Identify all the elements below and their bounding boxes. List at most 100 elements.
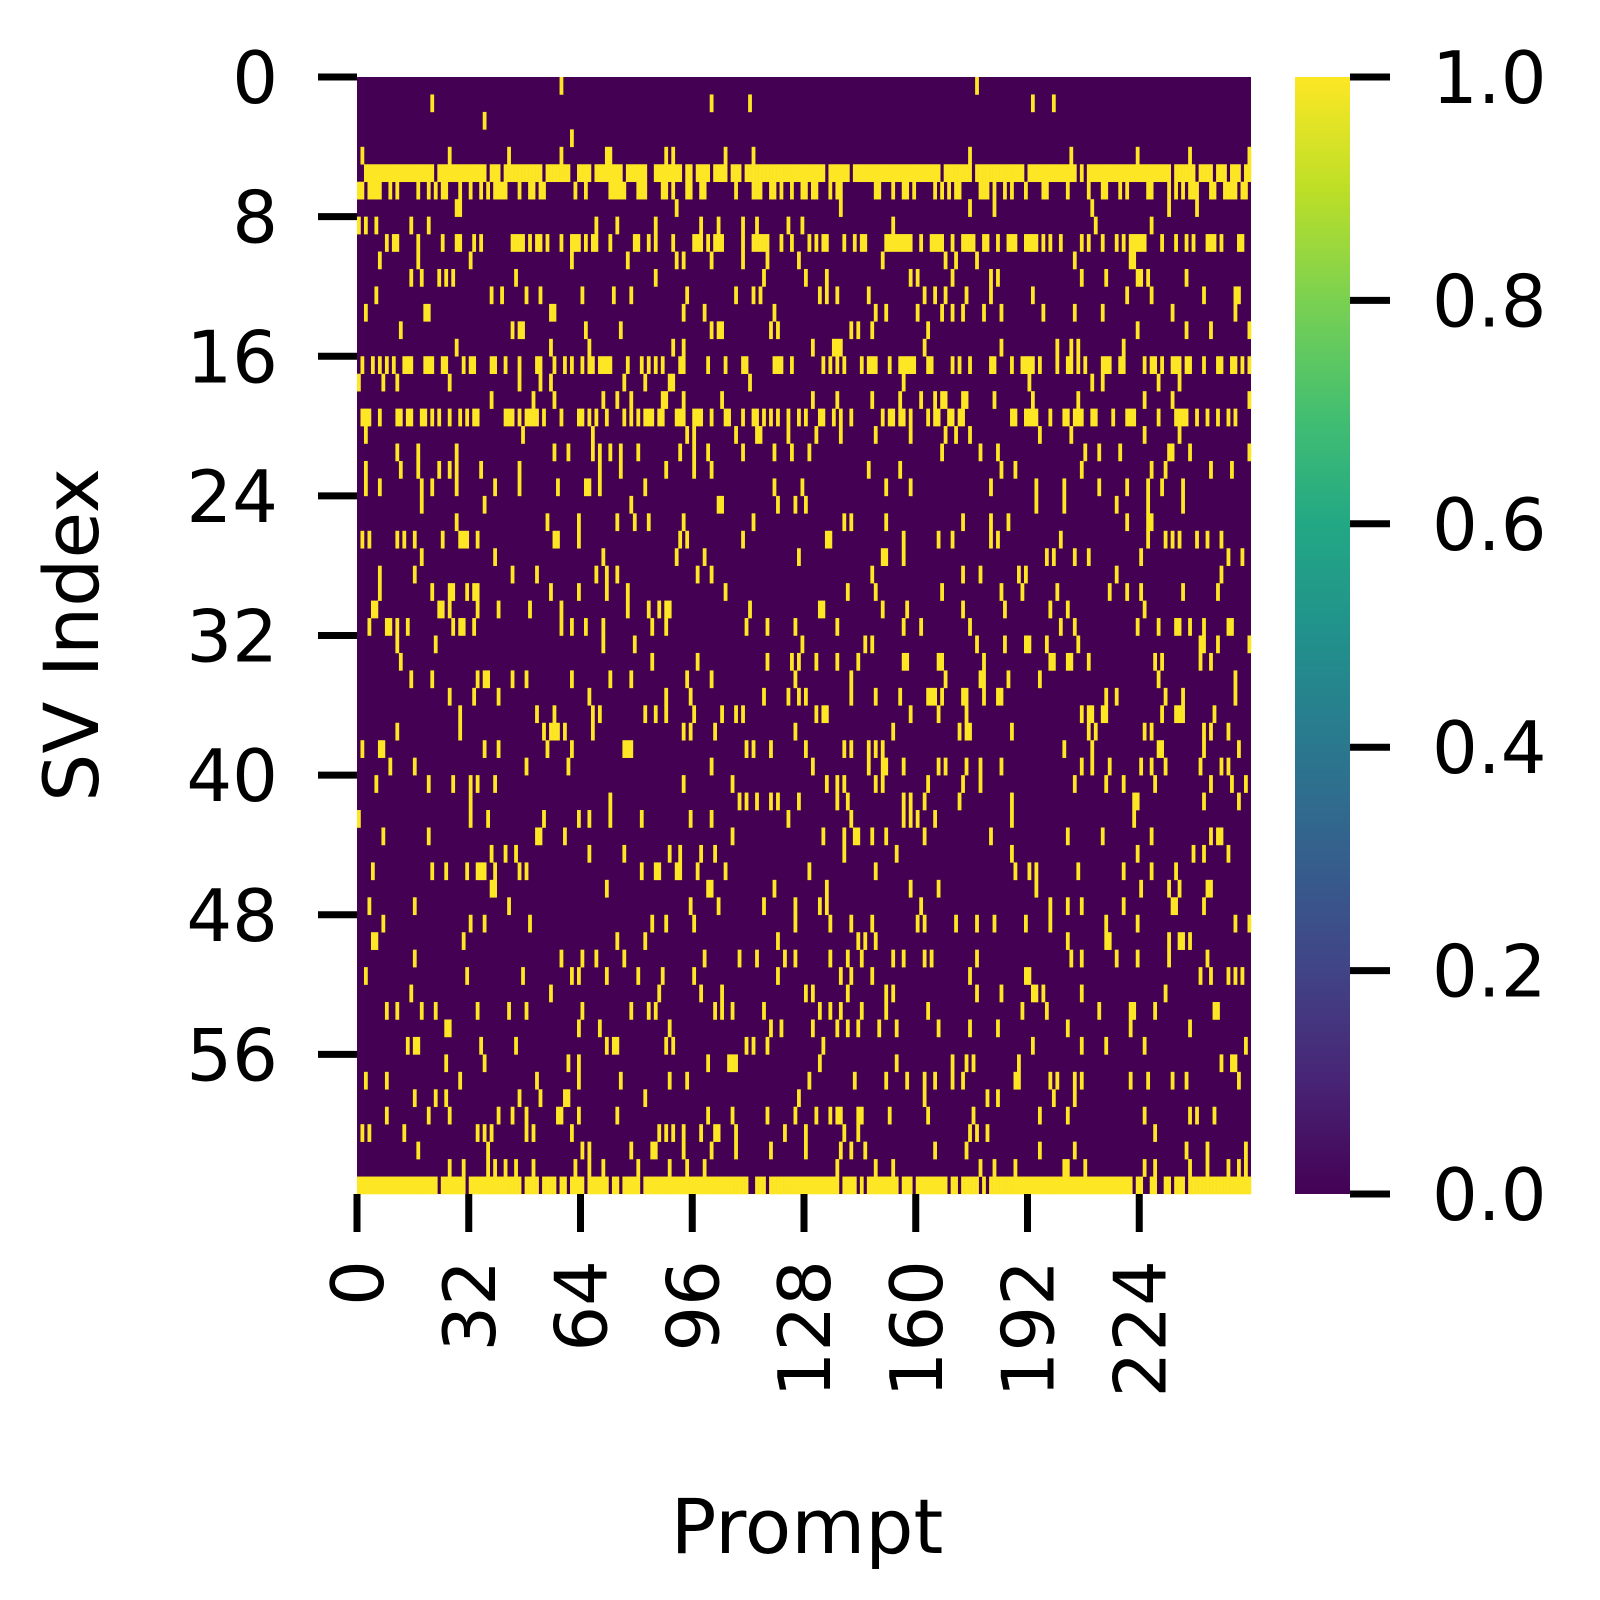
heatmap-cell (730, 827, 735, 846)
heatmap-cell (1121, 338, 1126, 357)
heatmap-cell (367, 897, 372, 916)
heatmap-cell (559, 146, 564, 165)
heatmap-cell (978, 775, 983, 793)
heatmap-cell (1093, 408, 1098, 427)
heatmap-cell (468, 810, 473, 828)
heatmap-cell (1149, 513, 1154, 532)
heatmap-cell (884, 548, 889, 566)
heatmap-cell (618, 164, 623, 183)
heatmap-cell (524, 1176, 529, 1195)
heatmap-cell (954, 181, 958, 200)
heatmap-cell (370, 164, 375, 183)
heatmap-cell (1174, 862, 1178, 881)
heatmap-cell (758, 164, 763, 183)
heatmap-cell (643, 1176, 648, 1195)
heatmap-cell (898, 687, 903, 706)
heatmap-cell (695, 408, 700, 427)
heatmap-cell (1202, 722, 1206, 741)
heatmap-cell (542, 1176, 546, 1195)
heatmap-cell (922, 792, 927, 811)
heatmap-cell (1135, 268, 1140, 287)
heatmap-cell (1132, 164, 1137, 183)
heatmap-cell (395, 1176, 400, 1195)
heatmap-cell (528, 600, 532, 619)
heatmap-cell (444, 1089, 449, 1108)
heatmap-cell (1003, 1176, 1007, 1195)
heatmap-cell (814, 234, 819, 252)
heatmap-cell (1174, 705, 1178, 724)
heatmap-cell (1065, 932, 1070, 950)
heatmap-cell (577, 1019, 581, 1038)
heatmap-cell (1177, 879, 1182, 898)
heatmap-cell (611, 1036, 616, 1055)
heatmap-cell (1055, 164, 1060, 183)
heatmap-cell (1013, 460, 1018, 479)
heatmap-cell (636, 234, 641, 252)
heatmap-cell (880, 164, 885, 183)
heatmap-cell (1125, 181, 1130, 200)
heatmap-cell (570, 967, 574, 985)
heatmap-cell (433, 1089, 438, 1108)
heatmap-cell (1184, 268, 1189, 287)
heatmap-cell (1156, 164, 1161, 183)
heatmap-cell (583, 478, 588, 497)
heatmap-cell (646, 513, 651, 532)
heatmap-cell (440, 1176, 445, 1195)
heatmap-cell (982, 670, 986, 689)
heatmap-cell (884, 984, 889, 1003)
heatmap-cell (1135, 618, 1140, 636)
heatmap-cell (824, 775, 829, 793)
heatmap-cell (1034, 234, 1039, 252)
heatmap-cell (706, 443, 711, 462)
heatmap-cell (978, 670, 983, 689)
heatmap-cell (1097, 1176, 1102, 1195)
heatmap-cell (1212, 181, 1217, 200)
heatmap-cell (475, 164, 480, 183)
heatmap-cell (608, 792, 613, 811)
heatmap-cell (845, 1019, 850, 1038)
heatmap-cell (744, 1036, 749, 1055)
heatmap-cell (489, 391, 494, 409)
heatmap-cell (919, 164, 924, 183)
heatmap-cell (1090, 373, 1095, 392)
heatmap-cell (793, 164, 798, 183)
heatmap-cell (510, 164, 515, 183)
heatmap-cell (482, 1054, 487, 1073)
heatmap-cell (1142, 600, 1147, 619)
heatmap-cell (758, 286, 763, 305)
heatmap-cell (542, 722, 546, 741)
heatmap-cell (535, 356, 539, 374)
heatmap-cell (838, 338, 843, 357)
heatmap-cell (531, 181, 536, 200)
heatmap-cell (779, 1176, 784, 1195)
heatmap-cell (999, 984, 1004, 1003)
heatmap-cell (919, 1176, 924, 1195)
heatmap-cell (664, 914, 669, 933)
heatmap-cell (873, 687, 878, 706)
heatmap-cell (444, 268, 449, 287)
heatmap-cell (674, 199, 679, 217)
heatmap-cell (720, 321, 724, 340)
heatmap-cell (1226, 722, 1231, 741)
heatmap-cell (730, 775, 735, 793)
heatmap-cell (1177, 408, 1182, 427)
heatmap-cell (493, 1159, 497, 1177)
heatmap-cell (849, 670, 854, 689)
heatmap-cell (828, 1002, 833, 1020)
heatmap-cell (713, 234, 717, 252)
heatmap-cell (374, 600, 379, 619)
heatmap-cell (790, 181, 794, 200)
heatmap-cell (999, 687, 1004, 706)
heatmap-cell (601, 391, 606, 409)
heatmap-cell (950, 268, 955, 287)
heatmap-cell (748, 373, 752, 392)
heatmap-cell (1051, 1089, 1056, 1108)
heatmap-cell (625, 251, 630, 270)
heatmap-cell (363, 460, 368, 479)
heatmap-cell (552, 530, 557, 549)
heatmap-cell (549, 303, 553, 322)
heatmap-cell (790, 356, 794, 374)
heatmap-cell (1027, 356, 1032, 374)
heatmap-cell (856, 1106, 861, 1125)
heatmap-cell (426, 303, 431, 322)
